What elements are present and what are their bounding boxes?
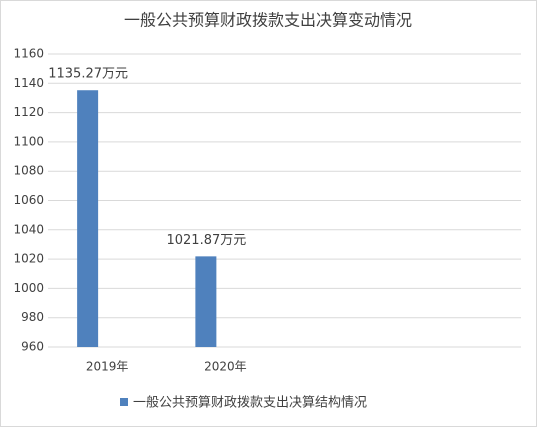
y-tick-label: 1140: [13, 76, 44, 90]
y-tick-label: 1060: [13, 193, 44, 207]
bar: [77, 90, 99, 348]
y-tick-label: 1120: [13, 105, 44, 119]
y-tick-label: 1080: [13, 164, 44, 178]
bar: [195, 256, 217, 347]
y-tick-label: 1040: [13, 222, 44, 236]
y-tick-label: 1000: [13, 281, 44, 295]
x-tick-label: 2020年: [204, 360, 247, 374]
legend-swatch: [120, 398, 128, 406]
data-label: 1021.87万元: [166, 233, 246, 248]
data-label: 1135.27万元: [48, 67, 128, 82]
chart-title: 一般公共预算财政拨款支出决算变动情况: [124, 11, 412, 30]
y-tick-label: 980: [21, 310, 44, 324]
y-tick-label: 1020: [13, 252, 44, 266]
legend-label: 一般公共预算财政拨款支出决算结构情况: [133, 395, 367, 411]
y-tick-label: 1100: [13, 134, 44, 148]
x-tick-label: 2019年: [86, 360, 129, 374]
y-tick-label: 1160: [13, 47, 44, 61]
y-tick-label: 960: [21, 340, 44, 354]
